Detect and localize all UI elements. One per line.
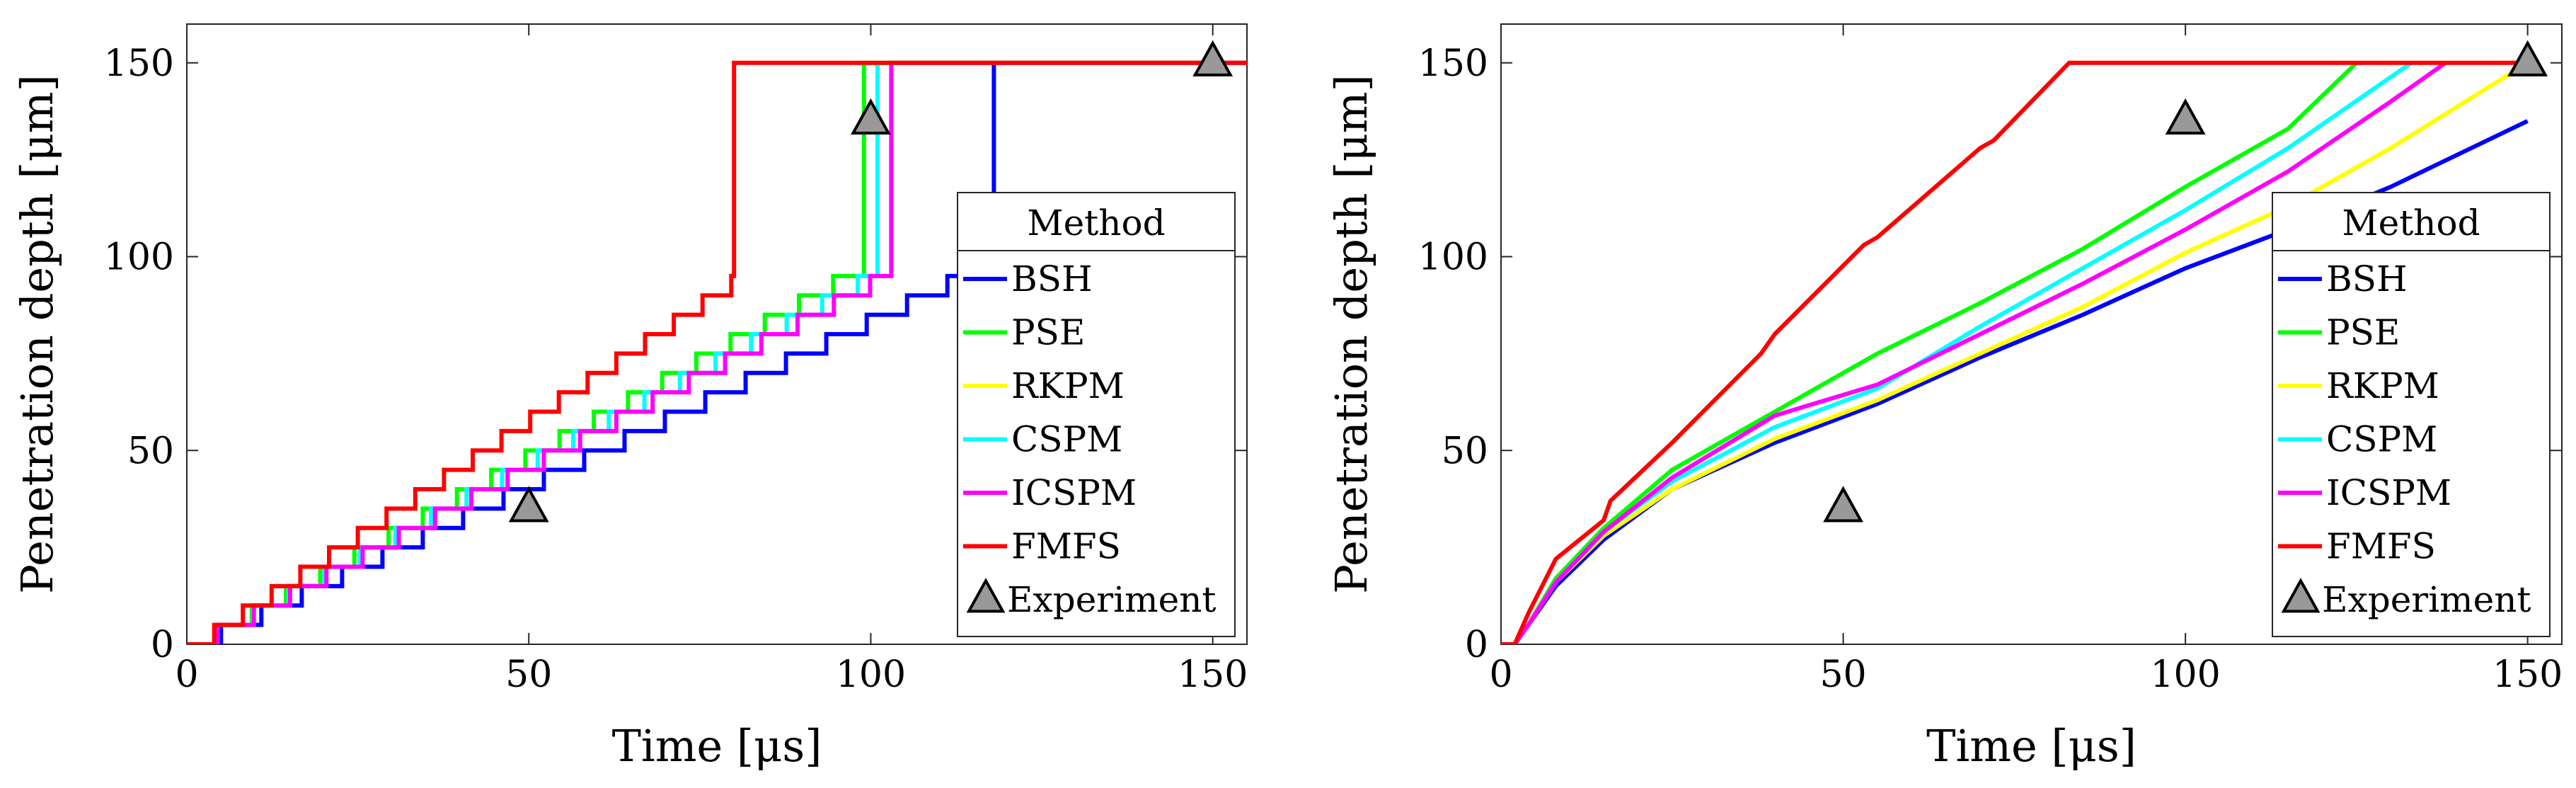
y-tick-label: 100 bbox=[104, 236, 174, 279]
legend: Method BSH PSE RKPM CSPM ICSPM FMFS Experiment bbox=[957, 192, 1236, 637]
y-tick-label: 0 bbox=[1465, 624, 1488, 666]
legend-swatch-experiment bbox=[2281, 578, 2321, 613]
y-tick-label: 50 bbox=[127, 430, 174, 472]
legend: Method BSH PSE RKPM CSPM ICSPM FMFS Experiment bbox=[2272, 192, 2551, 637]
legend-label-rkpm: RKPM bbox=[1011, 365, 1125, 406]
y-tick-label: 150 bbox=[1418, 42, 1488, 85]
legend-label-bsh: BSH bbox=[1011, 258, 1093, 299]
legend-title: Method bbox=[2342, 202, 2480, 244]
experiment-marker bbox=[508, 486, 549, 523]
experiment-marker bbox=[1823, 486, 1863, 523]
legend-label-icspm: ICSPM bbox=[1011, 472, 1137, 513]
y-tick-label: 50 bbox=[1442, 430, 1488, 472]
legend-box bbox=[2272, 192, 2551, 637]
x-tick-label: 100 bbox=[2150, 653, 2220, 696]
x-tick-label: 50 bbox=[1819, 653, 1866, 696]
x-tick-label: 150 bbox=[2492, 653, 2563, 696]
x-axis-title: Time [μs] bbox=[612, 720, 822, 772]
legend-label-pse: PSE bbox=[1011, 312, 1085, 353]
series-line-icspm bbox=[1501, 61, 2447, 644]
x-tick-label: 0 bbox=[1489, 653, 1512, 696]
legend-label-cspm: CSPM bbox=[1011, 419, 1122, 460]
legend-title: Method bbox=[1027, 202, 1165, 244]
y-tick-label: 0 bbox=[151, 624, 174, 666]
x-tick-label: 0 bbox=[175, 653, 198, 696]
legend-label-fmfs: FMFS bbox=[1011, 526, 1121, 567]
experiment-marker bbox=[2165, 98, 2206, 135]
experiment-marker bbox=[2507, 40, 2548, 76]
y-axis-title: Penetration depth [μm] bbox=[1326, 74, 1377, 594]
legend-label-experiment: Experiment bbox=[2322, 579, 2531, 620]
x-tick-label: 150 bbox=[1178, 653, 1248, 696]
y-tick-label: 150 bbox=[104, 42, 174, 85]
y-axis-title: Penetration depth [μm] bbox=[11, 74, 63, 594]
series-line-fmfs bbox=[1501, 60, 2528, 644]
x-tick-label: 50 bbox=[505, 653, 552, 696]
legend-box bbox=[957, 192, 1236, 637]
legend-label-bsh: BSH bbox=[2326, 258, 2408, 299]
experiment-marker bbox=[851, 98, 891, 135]
legend-label-cspm: CSPM bbox=[2326, 419, 2437, 460]
experiment-marker bbox=[1192, 40, 1234, 76]
series-line-bsh bbox=[187, 60, 1247, 644]
legend-swatch-experiment bbox=[966, 578, 1006, 613]
legend-label-rkpm: RKPM bbox=[2326, 365, 2439, 406]
plot-area bbox=[1501, 60, 2529, 644]
chart-panel-right: 0 50 100 150 0 50 100 150 Time [μs] Penetration d… bbox=[1326, 23, 2563, 772]
x-axis-title: Time [μs] bbox=[1926, 720, 2137, 772]
chart-panel-left: 0 50 100 150 0 50 100 150 Time [μs] Penetration d… bbox=[11, 23, 1248, 772]
y-tick-label: 100 bbox=[1418, 236, 1488, 279]
legend-label-pse: PSE bbox=[2326, 312, 2400, 353]
series-line-icspm bbox=[187, 60, 1247, 644]
legend-label-experiment: Experiment bbox=[1007, 579, 1216, 620]
legend-label-fmfs: FMFS bbox=[2326, 526, 2436, 567]
series-line-fmfs bbox=[187, 60, 1247, 644]
x-tick-label: 100 bbox=[836, 653, 906, 696]
plot-area bbox=[187, 60, 1247, 644]
legend-label-icspm: ICSPM bbox=[2326, 472, 2451, 513]
